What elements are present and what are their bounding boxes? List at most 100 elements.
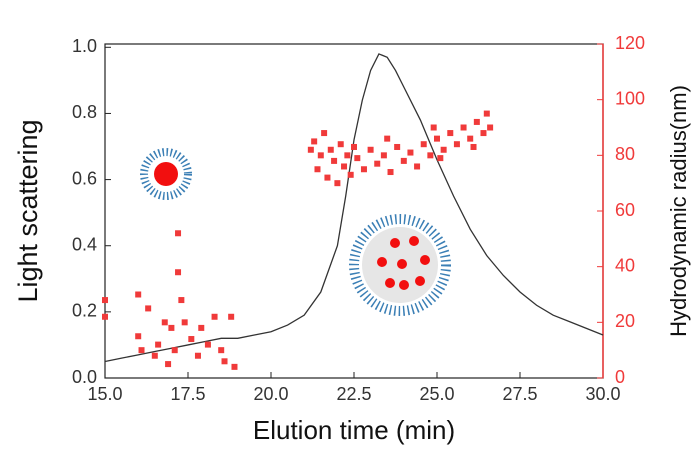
data-point xyxy=(102,313,108,320)
x-tick-label: 27.5 xyxy=(502,384,537,404)
data-point xyxy=(161,319,168,326)
data-point xyxy=(347,171,354,178)
x-axis-label: Elution time (min) xyxy=(253,415,455,445)
y2-tick-label: 40 xyxy=(615,255,635,275)
data-point xyxy=(360,166,367,173)
data-point xyxy=(420,141,427,148)
y2-tick-label: 60 xyxy=(615,200,635,220)
y-tick-label: 0.8 xyxy=(72,102,97,122)
y-tick-label: 1.0 xyxy=(72,36,97,56)
data-point xyxy=(407,149,414,156)
data-point xyxy=(168,324,175,331)
data-point xyxy=(440,146,447,153)
y2-tick-label: 20 xyxy=(615,311,635,331)
data-point xyxy=(188,336,195,343)
data-point xyxy=(447,130,454,137)
cargo-dot xyxy=(415,276,425,286)
data-point xyxy=(135,291,142,298)
data-point xyxy=(178,297,185,304)
small-micelle-icon xyxy=(140,148,192,200)
data-point xyxy=(102,297,108,304)
data-point xyxy=(194,352,201,359)
data-point xyxy=(231,363,238,370)
data-point xyxy=(135,333,142,340)
large-micelle-icon xyxy=(349,214,451,316)
cargo-dot xyxy=(397,259,407,269)
data-point xyxy=(324,174,331,181)
data-point xyxy=(181,319,188,326)
y2-tick-label: 120 xyxy=(615,33,645,53)
y2-axis-label: Hydrodynamic radius(nm) xyxy=(666,85,691,337)
data-point xyxy=(334,180,341,187)
data-point xyxy=(480,130,487,137)
micelle-corona xyxy=(140,148,192,200)
data-point xyxy=(311,138,318,145)
y-tick-label: 0.4 xyxy=(72,234,97,254)
y-tick-label: 0.2 xyxy=(72,301,97,321)
data-point xyxy=(155,341,162,348)
data-point xyxy=(354,155,361,162)
data-point xyxy=(380,152,387,159)
cargo-dot xyxy=(385,278,395,288)
cargo-dot xyxy=(409,236,419,246)
data-point xyxy=(400,157,407,164)
data-point xyxy=(175,230,182,237)
data-point xyxy=(228,313,235,320)
data-point xyxy=(317,152,324,159)
data-point xyxy=(171,347,178,354)
data-point xyxy=(221,358,228,365)
y-tick-label: 0.6 xyxy=(72,168,97,188)
cargo-dot xyxy=(377,257,387,267)
data-point xyxy=(344,152,351,159)
cargo-dot xyxy=(399,280,409,290)
data-point xyxy=(437,155,444,162)
data-point xyxy=(351,143,357,150)
data-point xyxy=(165,361,172,368)
data-point xyxy=(175,269,182,276)
data-point xyxy=(211,313,218,320)
data-point xyxy=(341,163,348,170)
data-point xyxy=(470,143,477,150)
data-point xyxy=(394,143,401,150)
y-axis-label: Light scattering xyxy=(13,119,43,302)
data-point xyxy=(374,160,381,167)
data-point xyxy=(314,166,321,173)
data-point xyxy=(327,146,334,153)
data-point xyxy=(145,305,152,312)
y-tick-label: 0.0 xyxy=(72,367,97,387)
data-point xyxy=(384,135,391,142)
x-tick-label: 20.0 xyxy=(253,384,288,404)
data-point xyxy=(453,141,460,148)
data-point xyxy=(473,118,480,125)
data-point xyxy=(460,124,467,131)
data-point xyxy=(337,141,344,148)
data-point xyxy=(387,169,394,176)
data-point xyxy=(467,135,474,142)
data-point xyxy=(434,135,440,142)
data-point xyxy=(414,163,421,170)
data-point xyxy=(321,130,328,137)
micelle-core xyxy=(154,162,178,186)
x-tick-label: 17.5 xyxy=(170,384,205,404)
x-tick-label: 22.5 xyxy=(336,384,371,404)
data-point xyxy=(218,347,225,354)
micelle-corona xyxy=(349,214,451,316)
x-tick-label: 30.0 xyxy=(585,384,620,404)
data-point xyxy=(487,124,494,131)
data-point xyxy=(198,324,205,331)
cargo-dot xyxy=(420,255,430,265)
data-point xyxy=(367,146,374,153)
y2-tick-label: 80 xyxy=(615,144,635,164)
data-point xyxy=(427,152,434,159)
x-tick-label: 15.0 xyxy=(87,384,122,404)
data-line xyxy=(104,53,604,363)
y2-tick-label: 100 xyxy=(615,88,645,108)
cargo-dot xyxy=(390,238,400,248)
data-point xyxy=(331,157,338,164)
data-point xyxy=(483,110,490,117)
data-point xyxy=(307,146,314,153)
data-point xyxy=(430,124,437,131)
data-point xyxy=(138,347,145,354)
data-point xyxy=(204,341,211,348)
